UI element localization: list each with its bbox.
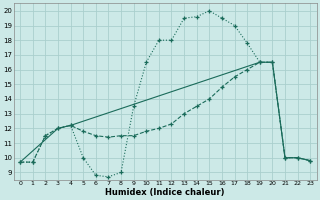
X-axis label: Humidex (Indice chaleur): Humidex (Indice chaleur)	[106, 188, 225, 197]
